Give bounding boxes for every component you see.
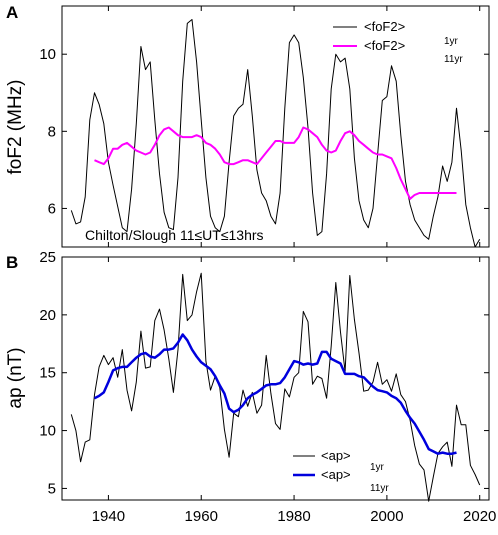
legend-a-name-11yr: <foF2>: [364, 38, 405, 53]
panel-a-label: A: [6, 3, 18, 22]
panel-a-series-1yr-line: [70, 19, 481, 248]
panel-b-frame: [61, 256, 490, 501]
panel-b-ytick-label: 25: [39, 249, 56, 266]
plot-layer: 6 8 10 5 10 15 20 25 1940 1960 1980 2000 2020: [39, 6, 496, 525]
panel-a-ytick-label: 8: [48, 123, 56, 140]
panel-a-ytick-label: 10: [39, 46, 56, 63]
panel-b-ytick-label: 15: [39, 365, 56, 382]
panel-a-ylabel: foF2 (MHz): [5, 80, 26, 175]
panel-b-xtick-label: 2020: [463, 508, 496, 525]
legend-b-sub-11yr: 11yr: [370, 483, 389, 494]
panel-b-ytick-label: 20: [39, 307, 56, 324]
panel-b-label: B: [6, 253, 18, 272]
legend-b-sub-1yr: 1yr: [370, 462, 385, 473]
panel-b-series-1yr-line: [70, 272, 481, 502]
panel-b-xtick-label: 1980: [277, 508, 310, 525]
legend-a-sub-1yr: 1yr: [444, 36, 459, 47]
panel-b-xtick-label: 2000: [370, 508, 403, 525]
panel-b-legend: <ap> 1yr <ap> 11yr: [293, 448, 389, 494]
legend-b-name-1yr: <ap>: [321, 448, 351, 463]
legend-a-sub-11yr: 11yr: [444, 54, 463, 65]
panel-b-xtick-label: 1960: [185, 508, 218, 525]
legend-b-name-11yr: <ap>: [321, 467, 351, 482]
panel-b-ylabel: ap (nT): [5, 347, 26, 408]
panel-b-ytick-label: 10: [39, 423, 56, 440]
panel-a-annotation: Chilton/Slough 11≤UT≤13hrs: [85, 227, 264, 243]
panel-b-ytick-label: 5: [48, 480, 56, 497]
panel-b-xtick-label: 1940: [92, 508, 125, 525]
panel-b-series-11yr-line: [93, 333, 457, 455]
panel-a-ytick-label: 6: [48, 200, 56, 217]
legend-a-name-1yr: <foF2>: [364, 19, 405, 34]
panel-a-frame: [61, 5, 490, 248]
panel-a-legend: <foF2> 1yr <foF2> 11yr: [333, 19, 463, 65]
panel-a-series-11yr-line: [94, 126, 457, 200]
